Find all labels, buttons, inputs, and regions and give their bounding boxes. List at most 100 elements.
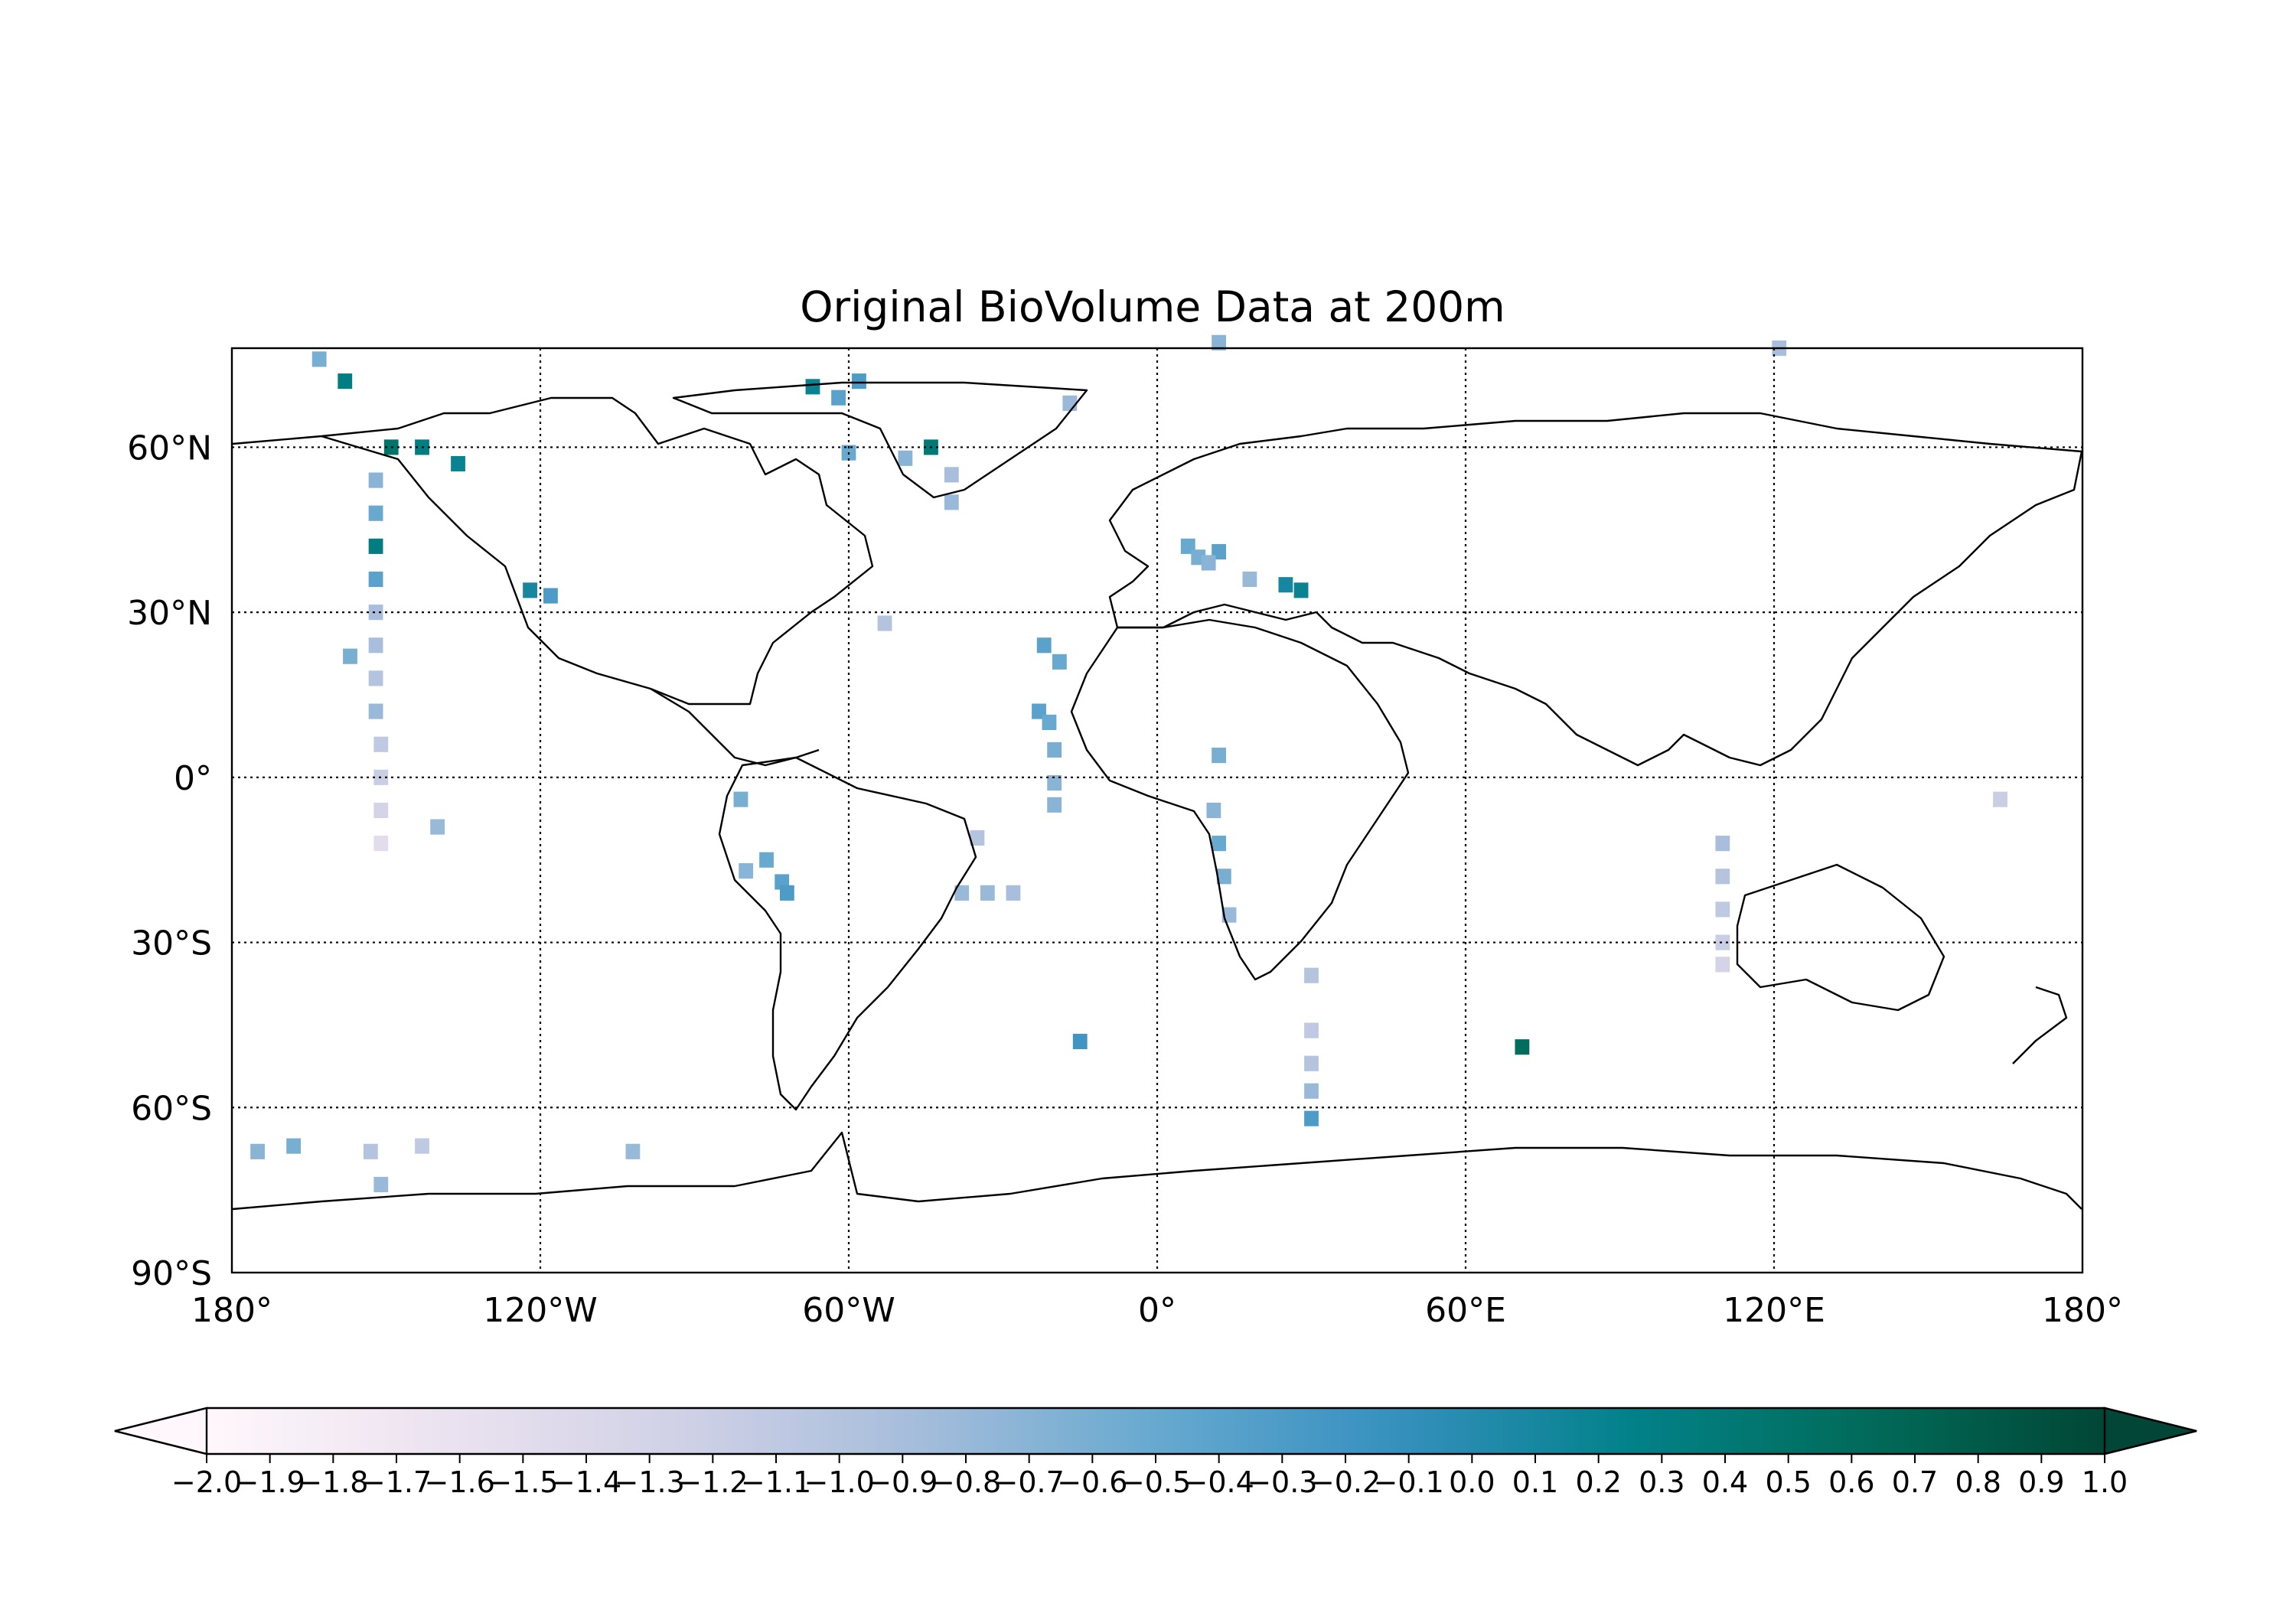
coastline-north-america bbox=[232, 396, 874, 706]
data-cell bbox=[373, 736, 389, 752]
data-cell bbox=[733, 791, 748, 807]
data-cell bbox=[779, 885, 794, 901]
data-cell bbox=[286, 1138, 302, 1154]
data-cell bbox=[1278, 577, 1293, 593]
colorbar-tick-label: −0.8 bbox=[931, 1465, 1001, 1499]
data-cell bbox=[368, 703, 383, 719]
data-cell bbox=[1201, 555, 1216, 571]
data-cell bbox=[373, 802, 389, 819]
data-cell bbox=[944, 494, 959, 510]
data-cell bbox=[343, 648, 357, 664]
data-cell bbox=[368, 637, 383, 654]
data-cell bbox=[944, 467, 959, 483]
colorbar-tick-label: 0.0 bbox=[1449, 1465, 1495, 1499]
data-cell bbox=[1047, 774, 1062, 791]
x-tick-label: 180° bbox=[191, 1291, 272, 1330]
data-cell bbox=[1993, 791, 2007, 807]
colorbar-tick-label: −0.5 bbox=[1120, 1465, 1191, 1499]
colorbar-tick-label: −1.5 bbox=[488, 1465, 558, 1499]
data-cell bbox=[970, 830, 985, 846]
data-cell bbox=[363, 1143, 378, 1159]
data-cell bbox=[1062, 395, 1078, 411]
y-tick-label: 0° bbox=[174, 759, 212, 798]
map-area bbox=[230, 334, 2084, 1274]
colorbar-tick-label: 0.8 bbox=[1955, 1465, 2001, 1499]
data-cell bbox=[1304, 1083, 1319, 1099]
data-cell bbox=[1242, 571, 1257, 588]
colorbar-tick-label: 0.5 bbox=[1765, 1465, 1811, 1499]
colorbar-tick-label: −1.4 bbox=[551, 1465, 621, 1499]
colorbar-tick-label: −0.3 bbox=[1247, 1465, 1317, 1499]
data-cell bbox=[852, 373, 866, 390]
data-cell bbox=[1212, 748, 1227, 764]
data-cell bbox=[368, 670, 383, 686]
data-cell bbox=[954, 885, 970, 901]
colorbar-tick-label: −0.2 bbox=[1310, 1465, 1381, 1499]
data-cell bbox=[1036, 637, 1052, 654]
y-tick-label: 30°N bbox=[127, 594, 212, 633]
colorbar-tick-label: −0.9 bbox=[867, 1465, 938, 1499]
data-cell bbox=[368, 605, 383, 621]
data-cell bbox=[1212, 836, 1227, 852]
data-cell bbox=[1715, 934, 1730, 950]
y-tick-label: 30°S bbox=[131, 924, 212, 963]
data-cell bbox=[1304, 1055, 1319, 1071]
x-tick-label: 60°E bbox=[1425, 1291, 1506, 1330]
data-cell bbox=[415, 1138, 429, 1154]
colorbar-tick-label: −1.2 bbox=[677, 1465, 748, 1499]
colorbar-tick-label: 0.4 bbox=[1702, 1465, 1748, 1499]
data-cell bbox=[877, 615, 892, 631]
data-cell bbox=[543, 588, 558, 604]
data-cell bbox=[373, 1176, 389, 1193]
data-cell bbox=[373, 836, 389, 852]
colorbar-max-extension bbox=[2103, 1407, 2197, 1455]
colorbar-tick-label: 0.3 bbox=[1639, 1465, 1684, 1499]
data-cell bbox=[1304, 1022, 1319, 1038]
x-tick-label: 120°E bbox=[1723, 1291, 1825, 1330]
colorbar-tick-label: 0.1 bbox=[1512, 1465, 1558, 1499]
data-cell bbox=[980, 885, 995, 901]
data-cell bbox=[1072, 1033, 1088, 1050]
data-cell bbox=[311, 351, 327, 367]
coastline-new-zealand bbox=[2012, 986, 2068, 1064]
colorbar-tick-label: −0.4 bbox=[1184, 1465, 1254, 1499]
data-cell bbox=[831, 390, 846, 406]
gridlines bbox=[232, 348, 2082, 1273]
data-cell bbox=[1515, 1039, 1530, 1055]
data-cell bbox=[805, 379, 820, 395]
colorbar-tick-label: −1.6 bbox=[425, 1465, 495, 1499]
colorbar-tick-label: −2.0 bbox=[171, 1465, 242, 1499]
data-cell bbox=[1052, 654, 1067, 670]
data-cell bbox=[1206, 802, 1221, 819]
data-cell bbox=[523, 582, 537, 598]
coastline-eurasia bbox=[1108, 412, 2083, 767]
data-cell bbox=[625, 1143, 641, 1159]
data-cell bbox=[1304, 1110, 1319, 1126]
data-cell bbox=[1715, 901, 1730, 918]
colorbar-tick-label: −0.1 bbox=[1374, 1465, 1444, 1499]
data-cell bbox=[338, 373, 353, 390]
data-cell bbox=[1293, 582, 1309, 598]
data-cell bbox=[1006, 885, 1021, 901]
data-cell bbox=[451, 455, 465, 472]
map-frame bbox=[230, 347, 2084, 1274]
data-cell bbox=[250, 1143, 265, 1159]
colorbar-tick-label: −1.8 bbox=[298, 1465, 368, 1499]
colorbar-gradient bbox=[207, 1408, 2105, 1454]
colorbar-tick-label: −1.7 bbox=[361, 1465, 432, 1499]
data-cell bbox=[368, 538, 383, 554]
colorbar-tick-label: 0.6 bbox=[1828, 1465, 1874, 1499]
data-cell bbox=[1304, 967, 1319, 983]
coastline-central-america bbox=[650, 687, 820, 767]
x-tick-label: 120°W bbox=[483, 1291, 598, 1330]
y-tick-label: 60°N bbox=[127, 429, 212, 468]
x-tick-label: 60°W bbox=[802, 1291, 895, 1330]
data-cell bbox=[1715, 869, 1730, 885]
coastline-greenland bbox=[672, 381, 1088, 499]
coastline-africa bbox=[1070, 618, 1410, 981]
colorbar-tick-label: 0.9 bbox=[2018, 1465, 2064, 1499]
data-cell bbox=[898, 450, 913, 466]
data-cell bbox=[1042, 714, 1057, 731]
data-cell bbox=[1047, 797, 1062, 813]
